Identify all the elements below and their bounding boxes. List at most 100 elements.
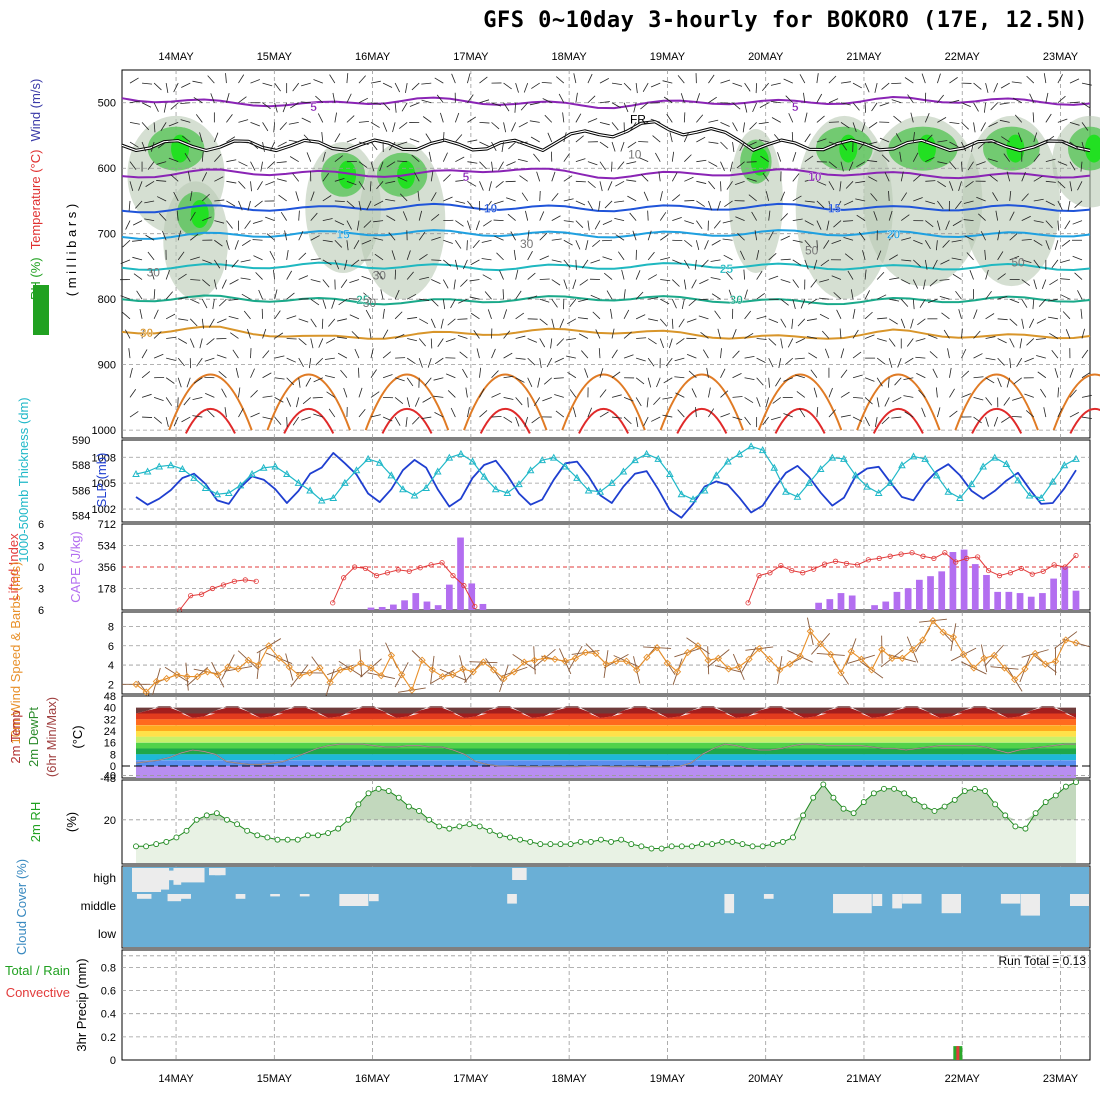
wind-barb [831, 275, 842, 280]
wind-barb [626, 161, 637, 165]
wind-barb [1057, 74, 1063, 84]
wind-barb [1069, 141, 1079, 149]
wind-barb [840, 414, 851, 418]
wind-barb [985, 290, 992, 300]
wind-speed-marker [806, 627, 814, 635]
wind-barb [983, 102, 986, 113]
wind-barb [310, 338, 314, 349]
wind-barb [901, 237, 912, 241]
wind-barb [376, 181, 384, 190]
wind-barb [1013, 377, 1022, 385]
wind-barb [1074, 200, 1083, 208]
wind-barb [903, 377, 914, 381]
wind-barb [399, 122, 408, 129]
wind-barb [369, 328, 372, 339]
wind-barb [937, 140, 948, 143]
wind-barb [635, 416, 639, 427]
wind-barb [555, 410, 565, 418]
wind-barb [672, 216, 682, 221]
wind-barb [517, 158, 528, 163]
wind-barb [321, 132, 324, 143]
wind-barb [369, 181, 372, 192]
wind-barb [708, 200, 713, 211]
wind-barb [262, 328, 267, 339]
wind-barb [252, 239, 263, 241]
wind-barb [525, 210, 529, 221]
wind-barb [744, 102, 748, 113]
wind-barb [177, 397, 179, 408]
wind-barb [1035, 338, 1046, 340]
wind-barb [680, 93, 685, 103]
wind-barb [577, 317, 588, 320]
wind-barb [238, 200, 243, 211]
wind-barb [518, 122, 528, 128]
wind-barb [374, 253, 384, 261]
wind-barb [1060, 259, 1071, 264]
wind-barb [424, 377, 432, 386]
rh-point [314, 832, 321, 839]
wind-barb [515, 290, 522, 300]
lifted-index-point [1018, 565, 1024, 572]
wind-barb [840, 81, 851, 84]
cape-bar [457, 537, 464, 610]
wind-barb [840, 122, 850, 129]
wind-barb [322, 239, 333, 243]
wind-barb [433, 377, 444, 381]
wind-barb [868, 176, 878, 182]
lifted-index-point [384, 570, 390, 576]
lifted-index-point [461, 583, 467, 589]
wind-barb [887, 377, 890, 388]
temp-band [136, 725, 1076, 731]
wind-barb [1033, 220, 1044, 223]
wind-speed-marker [428, 666, 436, 674]
wind-speed-marker [265, 642, 273, 650]
wind-barb [559, 318, 565, 329]
wind-barb [382, 122, 388, 132]
wind-barb [735, 216, 745, 221]
wind-barb [358, 181, 365, 190]
wind-barb [370, 391, 380, 398]
wind-barb [153, 289, 156, 300]
temp2m-ylabel-2: 2m DewPt [26, 707, 41, 767]
wind-barb [370, 369, 377, 378]
wind-barb [744, 82, 751, 92]
wind-barb [1033, 132, 1038, 143]
wind-barb [515, 312, 525, 320]
wind-barb [274, 332, 284, 339]
wind-barb [141, 141, 147, 152]
wind-barb [479, 99, 490, 104]
wind-barb [932, 368, 938, 378]
wind-barb [515, 416, 520, 427]
wind-barb [651, 416, 661, 422]
wind-barb [973, 397, 984, 401]
wind-speed-marker [755, 645, 763, 653]
temp-band [136, 731, 1076, 737]
wind-barb [677, 409, 685, 418]
wind-barb [539, 298, 550, 303]
wind-barb [460, 279, 468, 287]
wind-barb [672, 279, 680, 287]
wind-barb [650, 118, 661, 123]
isotherm-15 [121, 229, 1091, 240]
wind-barb [318, 338, 324, 348]
wind-barb [901, 259, 912, 262]
thickness-marker [642, 449, 651, 457]
wind-barb [267, 161, 275, 169]
wind-barb [527, 295, 538, 300]
wind-barb [752, 102, 757, 113]
precip-tick: 0.2 [101, 1032, 116, 1044]
wind-barb [955, 200, 962, 210]
wind-barb [773, 134, 782, 143]
wind-barb [620, 141, 625, 152]
wind-barb [394, 82, 401, 93]
wind-barb [598, 200, 601, 211]
wind-barb [298, 377, 301, 388]
wind-barb [671, 299, 677, 309]
wind-barb [397, 176, 408, 182]
wind-barb [949, 99, 960, 104]
cloud-block [299, 894, 310, 897]
wind-barb [502, 289, 504, 300]
wind-barb [325, 375, 335, 379]
